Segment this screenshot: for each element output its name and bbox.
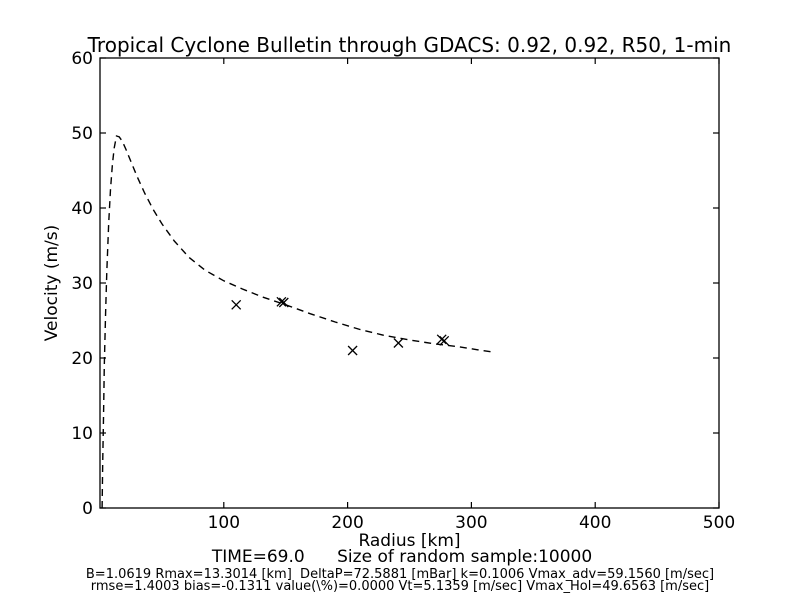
plot-dynamic-layer: 100 200 300 400 500 0 10 20 30 40 50 60 bbox=[71, 49, 735, 533]
y-tick-label: 30 bbox=[71, 274, 93, 294]
y-axis-label: Velocity (m/s) bbox=[42, 225, 62, 342]
x-tick-label: 400 bbox=[579, 513, 611, 533]
footer-params-line-1: B=1.0619 Rmax=13.3014 [km] DeltaP=72.588… bbox=[86, 567, 714, 582]
y-tick-label: 10 bbox=[71, 424, 93, 444]
y-tick-label: 20 bbox=[71, 349, 93, 369]
x-tick-label: 500 bbox=[703, 513, 735, 533]
x-tick-label: 100 bbox=[208, 513, 240, 533]
axes-frame bbox=[99, 57, 720, 509]
observation-x-marker bbox=[436, 334, 447, 345]
plot-title: Tropical Cyclone Bulletin through GDACS:… bbox=[87, 33, 732, 57]
observation-x-marker bbox=[278, 297, 289, 308]
y-tick-label: 60 bbox=[71, 49, 93, 69]
x-axis-label: Radius [km] bbox=[358, 531, 460, 551]
x-tick-label: 300 bbox=[455, 513, 487, 533]
footer-params-line-2: rmse=1.4003 bias=-0.1311 value(\%)=0.000… bbox=[91, 579, 709, 594]
y-tick-label: 50 bbox=[71, 124, 93, 144]
wind-profile-curve bbox=[101, 135, 493, 509]
footer-time-line: TIME=69.0 Size of random sample:10000 bbox=[211, 547, 592, 567]
y-tick-label: 40 bbox=[71, 199, 93, 219]
observation-x-marker bbox=[393, 338, 404, 348]
observation-x-marker bbox=[231, 299, 242, 310]
y-tick-label: 0 bbox=[82, 499, 93, 519]
observation-x-marker bbox=[347, 345, 358, 356]
observation-x-marker bbox=[276, 296, 287, 307]
observation-x-marker bbox=[439, 335, 450, 346]
x-tick-label: 200 bbox=[331, 513, 363, 533]
